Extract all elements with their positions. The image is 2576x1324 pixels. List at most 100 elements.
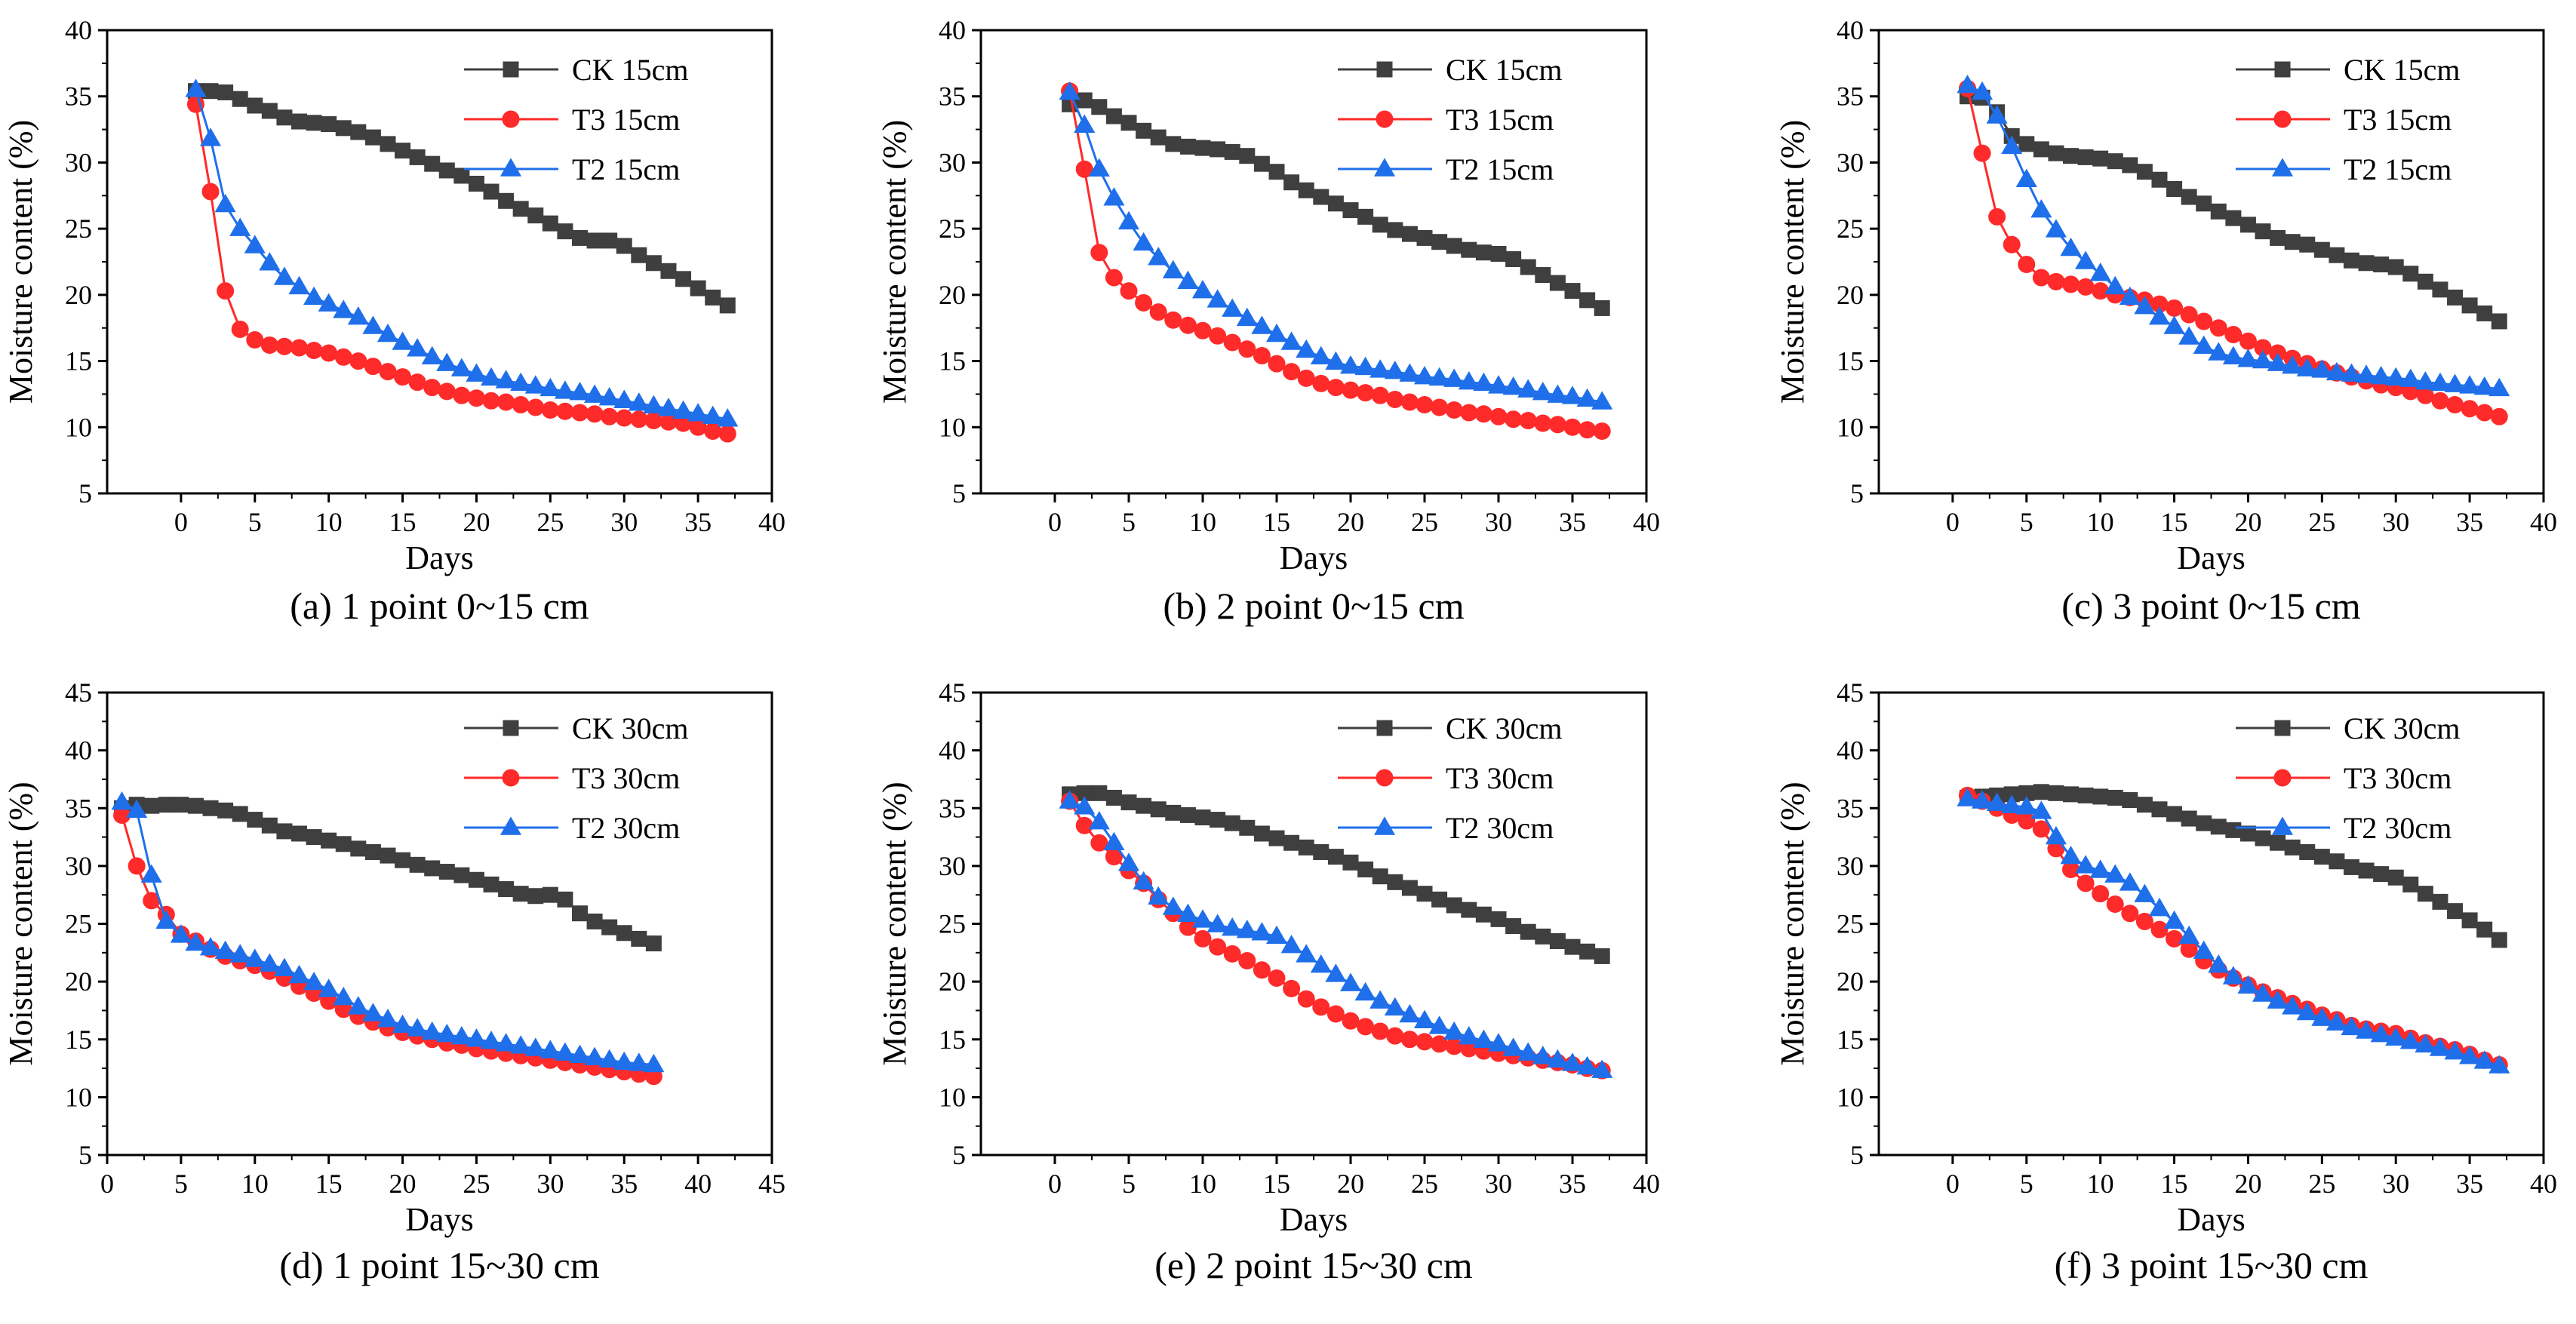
data-point-t3	[556, 402, 574, 420]
data-point-t2	[524, 1037, 546, 1056]
legend-label: T3 15cm	[2344, 103, 2452, 137]
x-tick-label: 15	[315, 1169, 343, 1199]
data-point-ck	[1372, 868, 1388, 885]
data-point-t3	[2431, 392, 2449, 410]
data-point-t2	[1325, 963, 1347, 982]
data-point-t2	[1296, 339, 1317, 358]
data-point-t3	[2461, 400, 2479, 418]
data-point-ck	[409, 856, 426, 873]
data-point-t2	[2178, 326, 2200, 345]
data-point-t2	[2015, 168, 2037, 187]
data-point-ck	[2387, 259, 2404, 275]
panel-caption: (a) 1 point 0~15 cm	[290, 585, 589, 627]
y-tick-label: 15	[1837, 1024, 1864, 1055]
data-point-ck	[1283, 834, 1300, 851]
data-point-ck	[2048, 145, 2064, 161]
data-point-t3	[320, 344, 338, 362]
data-point-t3	[1312, 374, 1330, 392]
data-point-ck	[2107, 153, 2123, 170]
data-point-t3	[1342, 381, 1360, 399]
data-point-t3	[1268, 969, 1286, 988]
legend-label: CK 15cm	[1446, 53, 1562, 87]
y-tick-label: 35	[939, 81, 966, 112]
data-point-ck	[291, 113, 308, 130]
y-tick-label: 25	[65, 213, 92, 244]
data-point-ck	[1298, 182, 1314, 198]
data-point-ck	[2181, 810, 2197, 827]
legend-marker-triangle	[1373, 816, 1396, 835]
x-tick-label: 5	[2020, 507, 2033, 537]
data-point-t2	[1280, 331, 1302, 350]
data-point-ck	[719, 297, 736, 314]
x-tick-label: 15	[2161, 507, 2188, 537]
data-point-ck	[2491, 313, 2507, 330]
data-point-ck	[2343, 252, 2359, 269]
legend-marker-square	[2274, 61, 2291, 78]
data-point-t2	[2282, 996, 2304, 1015]
legend-item-t3: T3 30cm	[2236, 761, 2452, 795]
data-point-t3	[1578, 421, 1597, 439]
data-point-t2	[2104, 275, 2126, 295]
data-point-ck	[1535, 928, 1551, 945]
legend-marker-triangle	[2271, 816, 2294, 835]
data-point-t3	[467, 389, 485, 407]
data-point-ck	[1505, 250, 1522, 267]
data-point-t2	[2030, 198, 2052, 218]
data-point-t2	[2429, 1037, 2452, 1056]
data-point-ck	[395, 143, 411, 159]
data-point-ck	[1446, 897, 1462, 914]
data-point-t2	[2148, 306, 2171, 325]
data-point-t2	[1532, 1046, 1554, 1064]
data-point-t2	[1354, 981, 1376, 1001]
y-tick-label: 5	[1850, 1140, 1864, 1170]
data-point-t3	[1988, 207, 2006, 226]
data-point-t2	[2311, 1007, 2333, 1026]
x-tick-label: 35	[2456, 507, 2483, 537]
data-point-t2	[1236, 307, 1258, 327]
data-point-t2	[2193, 335, 2215, 355]
data-point-ck	[438, 864, 455, 880]
data-point-ck	[557, 223, 573, 240]
x-tick-label: 25	[463, 1169, 490, 1199]
y-tick-label: 20	[939, 966, 966, 997]
legend-label: T2 30cm	[572, 811, 680, 845]
data-point-t2	[1428, 1015, 1450, 1034]
data-point-t3	[1519, 412, 1537, 430]
series-ck	[187, 83, 736, 314]
panel-caption: (c) 3 point 0~15 cm	[2061, 585, 2361, 627]
y-tick-label: 40	[939, 15, 966, 45]
data-point-ck	[2077, 787, 2094, 803]
y-axis-title: Moisture content (%)	[1774, 120, 1811, 404]
data-point-t2	[2208, 954, 2230, 973]
data-point-ck	[2136, 797, 2153, 813]
legend-label: T2 15cm	[1446, 152, 1554, 186]
data-point-ck	[2196, 815, 2212, 831]
data-point-ck	[438, 162, 455, 179]
data-point-t3	[1297, 990, 1315, 1008]
y-tick-label: 35	[939, 793, 966, 823]
data-point-t3	[1460, 404, 1478, 422]
data-point-t2	[155, 910, 177, 929]
data-point-ck	[1268, 830, 1285, 846]
x-tick-label: 15	[1263, 507, 1290, 537]
data-point-t2	[288, 964, 310, 984]
data-point-ck	[1105, 108, 1122, 124]
x-tick-label: 10	[2087, 507, 2114, 537]
data-point-t2	[2415, 370, 2436, 390]
x-tick-label: 5	[1122, 507, 1136, 537]
data-point-t2	[1265, 925, 1288, 945]
data-point-ck	[512, 201, 529, 217]
legend-item-t2: T2 30cm	[1338, 811, 1554, 845]
y-tick-label: 10	[939, 1082, 966, 1112]
data-point-ck	[527, 888, 544, 905]
data-point-t3	[290, 339, 309, 357]
series-t2	[1957, 75, 2510, 397]
data-point-t2	[1074, 796, 1096, 815]
data-point-t2	[1133, 232, 1154, 251]
data-point-ck	[660, 263, 677, 279]
y-tick-label: 25	[1837, 213, 1864, 244]
data-point-ck	[1091, 99, 1108, 115]
data-point-t2	[539, 377, 561, 397]
data-point-ck	[1224, 815, 1240, 831]
data-point-ck	[586, 232, 603, 249]
